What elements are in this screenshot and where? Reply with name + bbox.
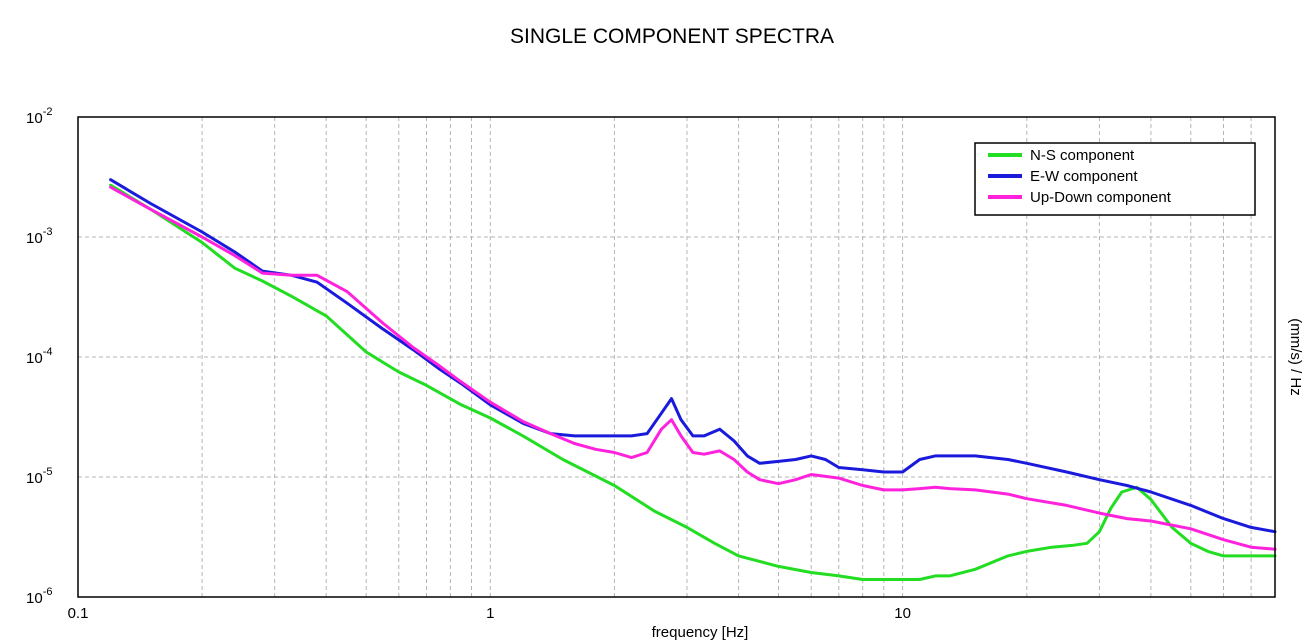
x-tick-label: 1 xyxy=(486,605,494,622)
y-axis-label: (mm/s) / Hz xyxy=(1287,318,1304,395)
legend-entry-3: Up-Down component xyxy=(1030,189,1172,206)
tick-labels: 0.1 1 10 10-2 10-3 10-4 10-5 10-6 xyxy=(26,106,911,622)
y-tick-label: 10-2 xyxy=(26,106,52,127)
series-line-2 xyxy=(109,178,1277,534)
x-axis-label: frequency [Hz] xyxy=(652,624,749,641)
chart-title: SINGLE COMPONENT SPECTRA xyxy=(510,25,834,48)
y-tick-label: 10-5 xyxy=(26,466,52,487)
x-tick-label: 0.1 xyxy=(68,605,89,622)
y-tick-label: 10-6 xyxy=(26,586,52,607)
y-tick-label: 10-4 xyxy=(26,346,52,367)
plot-frame xyxy=(77,116,1276,598)
legend-entry-1: N-S component xyxy=(1030,147,1135,164)
series-line-1 xyxy=(109,183,1277,581)
series-lines xyxy=(109,178,1277,581)
series-line-3 xyxy=(109,185,1277,551)
legend-entry-2: E-W component xyxy=(1030,168,1138,185)
x-tick-label: 10 xyxy=(894,605,911,622)
legend: N-S component E-W component Up-Down compon… xyxy=(974,142,1256,216)
y-tick-label: 10-3 xyxy=(26,226,52,247)
